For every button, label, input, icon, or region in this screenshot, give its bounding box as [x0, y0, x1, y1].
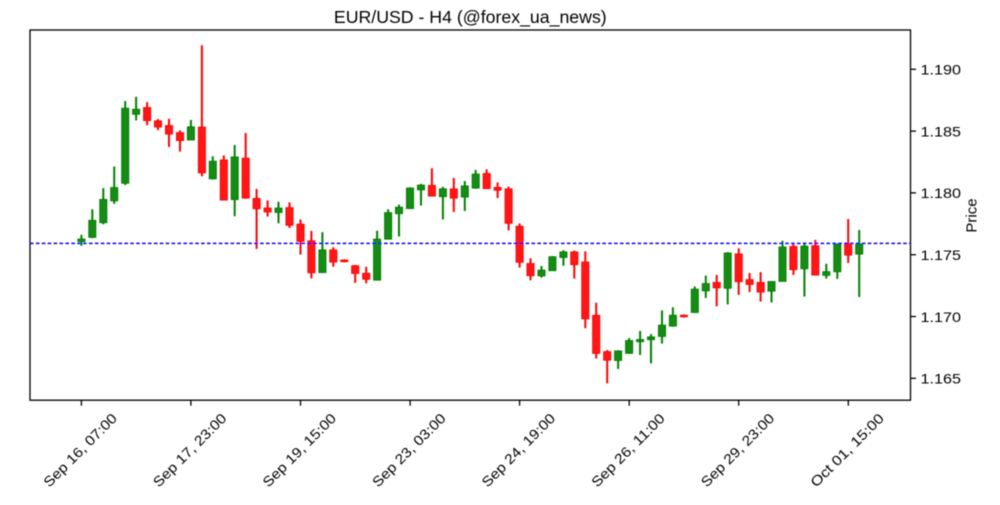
svg-text:EUR/USD - H4 (@forex_ua_news): EUR/USD - H4 (@forex_ua_news)	[334, 7, 607, 27]
svg-text:1.175: 1.175	[921, 247, 962, 263]
svg-text:1.170: 1.170	[921, 309, 962, 325]
svg-text:1.165: 1.165	[921, 371, 962, 387]
svg-text:1.180: 1.180	[921, 185, 962, 201]
svg-text:1.190: 1.190	[921, 62, 962, 78]
svg-text:1.185: 1.185	[921, 123, 962, 139]
svg-text:Price: Price	[964, 198, 981, 232]
